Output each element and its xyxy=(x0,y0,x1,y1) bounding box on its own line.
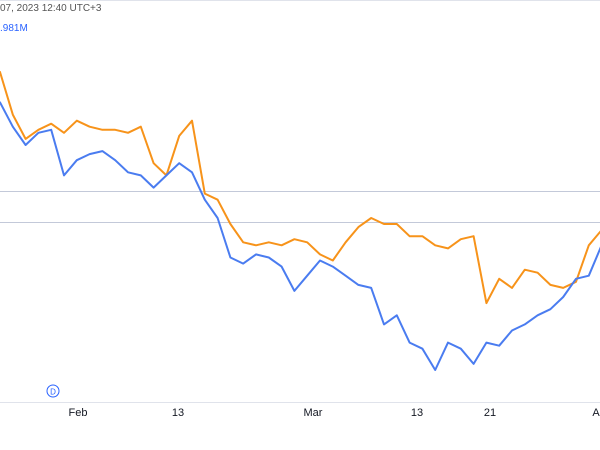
x-tick-layer: Feb 13 Mar 13 21 A xyxy=(69,407,600,419)
x-tick-label: Mar xyxy=(304,407,323,419)
event-marker[interactable]: D xyxy=(46,384,60,398)
event-marker-label: D xyxy=(50,388,56,397)
x-tick-label: Feb xyxy=(69,407,88,419)
series-line-2 xyxy=(0,101,600,371)
series-layer xyxy=(0,71,600,371)
x-tick-label: 13 xyxy=(411,407,423,419)
x-tick-label: A xyxy=(592,407,600,419)
x-tick-label: 21 xyxy=(484,407,496,419)
event-marker-circle[interactable] xyxy=(46,384,60,398)
series-line-1 xyxy=(0,71,600,305)
x-tick-label: 13 xyxy=(172,407,184,419)
header-value: .981M xyxy=(0,23,28,34)
header-timestamp: 07, 2023 12:40 UTC+3 xyxy=(0,3,102,14)
